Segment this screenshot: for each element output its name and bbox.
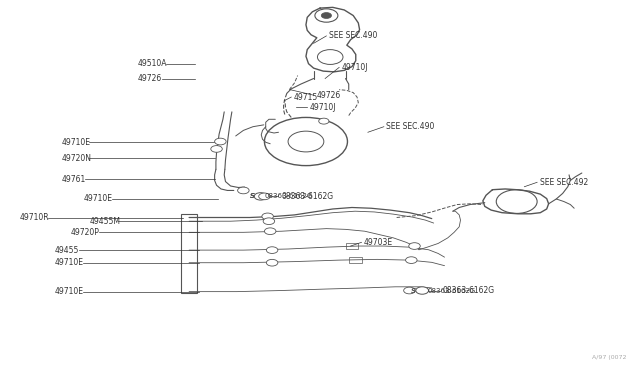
Circle shape bbox=[214, 138, 226, 145]
Circle shape bbox=[266, 259, 278, 266]
Circle shape bbox=[266, 247, 278, 253]
Bar bbox=[181, 214, 197, 294]
Text: 49710J: 49710J bbox=[310, 103, 336, 112]
Circle shape bbox=[211, 145, 222, 152]
Text: 08363-6162G: 08363-6162G bbox=[443, 286, 495, 295]
Circle shape bbox=[264, 228, 276, 235]
Text: SEE SEC.492: SEE SEC.492 bbox=[540, 178, 588, 187]
Circle shape bbox=[321, 13, 332, 19]
Text: 49710E: 49710E bbox=[55, 258, 84, 267]
Text: 49710R: 49710R bbox=[20, 213, 49, 222]
Text: 49710E: 49710E bbox=[55, 287, 84, 296]
Text: 49720N: 49720N bbox=[61, 154, 92, 163]
Circle shape bbox=[263, 218, 275, 225]
Circle shape bbox=[319, 118, 329, 124]
Circle shape bbox=[259, 193, 270, 200]
Text: A/97 (0072: A/97 (0072 bbox=[592, 355, 627, 360]
Circle shape bbox=[416, 287, 429, 294]
Text: 49510A: 49510A bbox=[138, 59, 168, 68]
Text: 49703E: 49703E bbox=[364, 238, 393, 247]
Text: 08363-6162G: 08363-6162G bbox=[428, 288, 476, 294]
Circle shape bbox=[237, 187, 249, 194]
Text: 49715: 49715 bbox=[294, 93, 318, 102]
Text: 49726: 49726 bbox=[138, 74, 163, 83]
Circle shape bbox=[404, 287, 415, 294]
Bar bbox=[349, 257, 362, 263]
Text: 49726: 49726 bbox=[316, 91, 340, 100]
Text: 49710E: 49710E bbox=[84, 195, 113, 203]
Circle shape bbox=[254, 193, 267, 200]
Text: S: S bbox=[250, 193, 255, 199]
Text: 49455M: 49455M bbox=[90, 217, 121, 226]
Text: S: S bbox=[411, 288, 416, 294]
Text: SEE SEC.490: SEE SEC.490 bbox=[329, 31, 378, 41]
Text: 49720P: 49720P bbox=[71, 228, 100, 237]
Text: 08363-6162G: 08363-6162G bbox=[281, 192, 333, 201]
Text: SEE SEC.490: SEE SEC.490 bbox=[387, 122, 435, 131]
Text: S: S bbox=[411, 288, 416, 294]
Text: 49710J: 49710J bbox=[342, 63, 368, 72]
Bar bbox=[346, 243, 358, 249]
Text: 49455: 49455 bbox=[55, 246, 79, 254]
Circle shape bbox=[409, 243, 420, 249]
Circle shape bbox=[262, 213, 273, 220]
Text: 08363-6162G: 08363-6162G bbox=[264, 193, 313, 199]
Text: 49710E: 49710E bbox=[61, 138, 90, 147]
Circle shape bbox=[406, 257, 417, 263]
Text: S: S bbox=[250, 193, 255, 199]
Text: 49761: 49761 bbox=[61, 175, 86, 184]
